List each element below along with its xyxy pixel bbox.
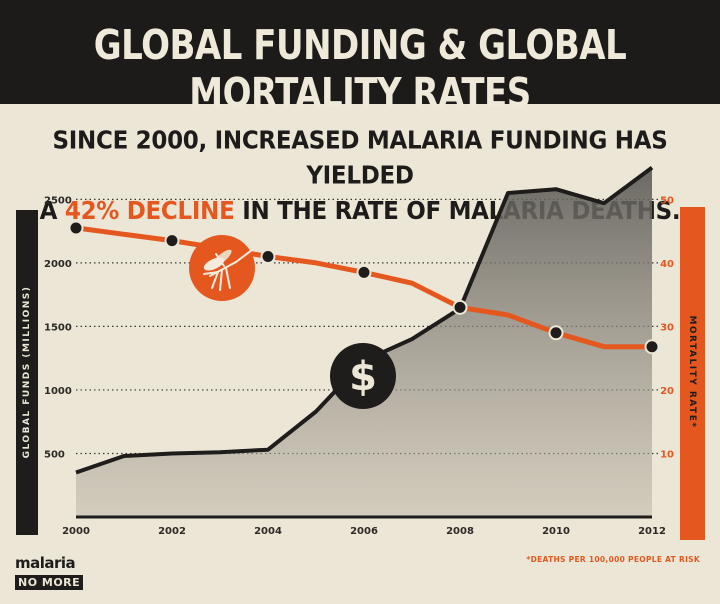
decline-highlight: 42% DECLINE: [64, 196, 235, 226]
x-tick-label: 2010: [542, 526, 570, 537]
mosquito-icon: [189, 235, 255, 301]
mortality-markers: [68, 220, 660, 355]
title-banner: GLOBAL FUNDING & GLOBAL MORTALITY RATES: [0, 0, 720, 118]
malaria-no-more-logo: malaria NO MORE: [15, 555, 85, 590]
left-tick-label: 1000: [44, 386, 72, 397]
mortality-marker: [548, 325, 564, 341]
mortality-marker: [68, 220, 84, 236]
left-tick-label: 2500: [44, 195, 72, 206]
right-axis-ticks: 10 20 30 40 50: [660, 195, 674, 460]
right-tick-label: 50: [660, 195, 674, 206]
left-axis-bar: [16, 210, 38, 535]
funding-area: [76, 167, 652, 517]
page-title: GLOBAL FUNDING & GLOBAL MORTALITY RATES: [93, 22, 627, 118]
left-tick-label: 2000: [44, 259, 72, 270]
logo-bottom-text: NO MORE: [15, 575, 84, 590]
left-tick-label: 1500: [44, 322, 72, 333]
x-tick-label: 2006: [350, 526, 378, 537]
svg-text:$: $: [349, 354, 377, 400]
right-axis-bar: [680, 207, 705, 540]
x-tick-label: 2002: [158, 526, 186, 537]
footnote: *DEATHS PER 100,000 PEOPLE AT RISK: [526, 555, 700, 564]
logo-top-text: malaria: [15, 554, 76, 572]
mortality-marker: [644, 339, 660, 355]
x-axis-ticks: 2000 2002 2004 2006 2008 2010 2012: [62, 526, 666, 537]
left-tick-label: 500: [44, 449, 65, 460]
subtitle-prefix: A: [39, 196, 65, 226]
mortality-marker: [356, 264, 372, 280]
x-tick-label: 2004: [254, 526, 282, 537]
x-tick-label: 2000: [62, 526, 90, 537]
right-tick-label: 20: [660, 386, 674, 397]
x-tick-label: 2012: [638, 526, 666, 537]
right-tick-label: 30: [660, 322, 674, 333]
mortality-marker: [452, 299, 468, 315]
x-tick-label: 2008: [446, 526, 474, 537]
mortality-marker: [164, 233, 180, 249]
right-tick-label: 10: [660, 449, 674, 460]
mortality-marker: [260, 249, 276, 265]
subtitle-line-1: SINCE 2000, INCREASED MALARIA FUNDING HA…: [52, 126, 668, 191]
dollar-icon: $: [330, 343, 396, 409]
right-tick-label: 40: [660, 259, 674, 270]
left-axis-ticks: 500 1000 1500 2000 2500: [44, 195, 72, 460]
